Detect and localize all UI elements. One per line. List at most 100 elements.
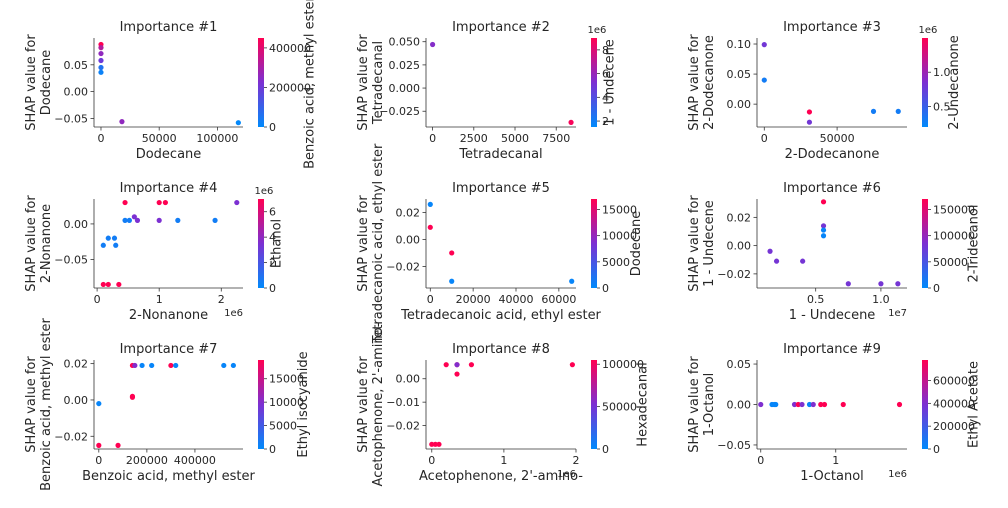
data-point <box>810 401 816 408</box>
y-tick-label: 0.05 <box>727 68 752 81</box>
x-axis-offset-label: 1e6 <box>224 308 243 319</box>
y-axis-label-line: SHAP value for <box>687 356 702 453</box>
y-axis-label-line: 1-Octanol <box>702 373 717 437</box>
data-point <box>569 278 575 284</box>
y-tick-label: 0.000 <box>389 82 421 95</box>
y-tick-label: 0.050 <box>389 36 421 49</box>
y-axis-label-line: SHAP value for <box>24 195 39 292</box>
x-tick-label: 2 <box>573 454 580 467</box>
data-point <box>119 119 125 125</box>
data-point <box>773 401 779 408</box>
data-point <box>113 242 119 248</box>
data-point <box>429 41 436 48</box>
colorbar-tick-label: 0.5 <box>933 100 951 113</box>
colorbar-tick-label: 50000 <box>602 401 637 414</box>
data-point <box>820 199 827 205</box>
y-axis-label-line: 1 - Undecene <box>702 200 717 287</box>
colorbar-tick-label: 2 <box>269 257 276 270</box>
data-point <box>820 223 827 229</box>
data-point <box>116 281 122 288</box>
y-tick-label: 0.025 <box>389 59 421 72</box>
y-tick-label: 0.10 <box>727 38 752 51</box>
data-point <box>139 362 145 369</box>
y-axis-label: SHAP value for2-Nonanone <box>24 195 54 292</box>
x-tick-label: 5000 <box>501 132 529 145</box>
x-tick-label: 40000 <box>499 293 534 306</box>
x-tick-label: 0 <box>94 293 101 306</box>
chart-title: Importance #4 <box>120 181 218 196</box>
subplot-6: Importance #6 0.5 1.0 1e7 −0.02 0.00 0.02 1 - U… <box>687 181 982 323</box>
data-point <box>173 362 179 369</box>
data-point <box>767 248 773 254</box>
data-point <box>791 401 798 408</box>
data-point <box>162 199 168 206</box>
colorbar-tick-label: 6 <box>602 68 609 81</box>
y-axis-label-line: Benzoic acid, methyl ester <box>39 317 54 490</box>
x-tick-label: 50000 <box>820 132 855 145</box>
y-tick-label: 0.00 <box>727 240 752 253</box>
chart-title: Importance #7 <box>120 342 218 357</box>
data-point <box>568 119 574 125</box>
data-point <box>100 242 106 248</box>
colorbar <box>591 199 597 288</box>
y-tick-label: 0.00 <box>396 233 421 246</box>
colorbar-label: Ethyl isocyanide <box>296 351 311 457</box>
chart-title: Importance #2 <box>452 20 550 35</box>
colorbar-tick-label: 200000 <box>269 81 311 94</box>
x-axis-label: Dodecane <box>136 147 202 162</box>
y-tick-label: 0.05 <box>727 358 752 371</box>
colorbar-tick-label: 15000 <box>602 203 637 216</box>
data-point <box>96 442 102 448</box>
x-tick-label: 2 <box>218 293 225 306</box>
x-tick-label: 1 <box>832 454 839 467</box>
colorbar-tick-label: 8 <box>602 44 609 57</box>
subplot-1: Importance #1 0 50000 100000 −0.05 0.00 0.05 Do… <box>24 0 318 169</box>
colorbar-tick-label: 600000 <box>933 375 975 388</box>
data-point <box>98 45 104 51</box>
colorbar-tick-label: 10000 <box>269 396 304 409</box>
y-tick-label: 0.02 <box>64 358 89 371</box>
x-axis-label: Benzoic acid, methyl ester <box>82 469 255 484</box>
subplot-8: Importance #8 0 1 2 1e6 −0.02 −0.01 0.00 Acetoph… <box>356 322 651 486</box>
data-point <box>175 217 181 223</box>
x-tick-label: 0 <box>95 454 102 467</box>
colorbar-tick-label: 2 <box>602 115 609 128</box>
data-point <box>100 281 106 288</box>
x-tick-label: 60000 <box>541 293 576 306</box>
colorbar <box>922 360 928 449</box>
colorbar-label: 2-Tridecanol <box>967 205 982 283</box>
subplot-4: Importance #40 1 21e6−0.050.002-NonanoneSH… <box>24 181 285 323</box>
y-axis-label: SHAP value forDodecane <box>24 34 54 131</box>
y-tick-label: −0.02 <box>54 430 88 443</box>
data-point <box>105 235 111 241</box>
data-point <box>443 362 449 368</box>
subplot-7: Importance #7 0 200000 400000 −0.02 0.00 0.02 B… <box>24 317 311 490</box>
y-tick-label: 0.00 <box>727 98 752 111</box>
x-tick-label: 1 <box>156 293 163 306</box>
data-point <box>896 401 903 408</box>
colorbar-tick-label: 0 <box>933 282 940 295</box>
colorbar-label: Hexadecanal <box>636 362 651 446</box>
y-tick-label: −0.02 <box>386 420 420 433</box>
chart-title: Importance #1 <box>120 20 218 35</box>
data-point <box>122 217 128 223</box>
y-axis-label: SHAP value forAcetophenone, 2'-amino- <box>356 322 386 486</box>
y-axis-label-line: 2-Dodecanone <box>702 35 717 130</box>
colorbar-tick-label: 4 <box>269 231 276 244</box>
chart-title: Importance #3 <box>783 20 881 35</box>
data-point <box>870 108 877 114</box>
subplot-2: Importance #2 0 2500 5000 7500 −0.025 0.000 0.0… <box>356 20 618 162</box>
y-tick-label: −0.01 <box>386 396 420 409</box>
y-axis-label: SHAP value forTetradecanal <box>356 34 386 131</box>
data-point <box>132 362 138 369</box>
data-point <box>799 401 805 408</box>
chart-title: Importance #9 <box>783 342 881 357</box>
y-tick-label: 0.05 <box>64 59 89 72</box>
data-point <box>821 401 828 408</box>
data-point <box>454 362 460 368</box>
y-axis-label: SHAP value for1-Octanol <box>687 356 717 453</box>
data-point <box>820 233 827 239</box>
data-point <box>795 401 801 408</box>
y-axis-label-line: Dodecane <box>39 50 54 116</box>
x-tick-label: 400000 <box>174 454 216 467</box>
